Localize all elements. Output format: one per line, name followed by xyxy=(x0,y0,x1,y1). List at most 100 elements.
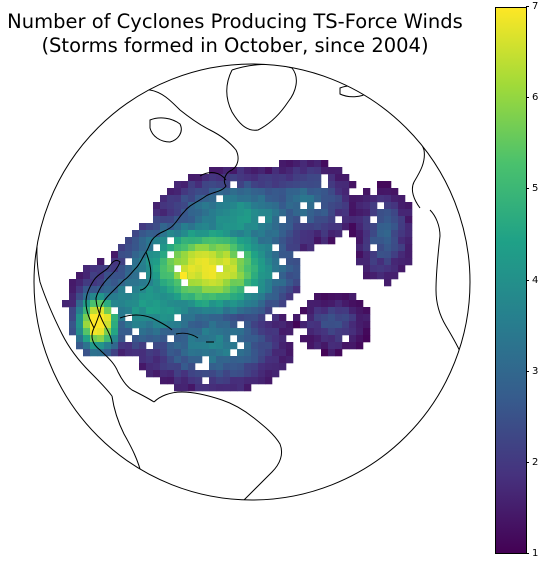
grid-cell xyxy=(104,335,112,343)
grid-cell xyxy=(265,237,273,245)
grid-cell xyxy=(69,328,77,336)
grid-cell xyxy=(160,314,168,322)
grid-cell xyxy=(321,167,329,175)
grid-cell xyxy=(258,230,266,238)
grid-cell xyxy=(167,244,175,252)
grid-cell xyxy=(328,314,336,322)
grid-cell xyxy=(237,209,245,217)
grid-cell xyxy=(244,223,252,231)
grid-cell xyxy=(286,174,294,182)
grid-cell xyxy=(251,356,259,364)
grid-cell xyxy=(307,335,315,343)
grid-cell xyxy=(209,258,217,266)
grid-cell xyxy=(160,209,168,217)
grid-cell xyxy=(132,272,140,280)
grid-cell xyxy=(370,258,378,266)
grid-cell xyxy=(265,216,273,224)
grid-cell xyxy=(223,279,231,287)
grid-cell xyxy=(314,195,322,203)
grid-cell xyxy=(377,223,385,231)
grid-cell xyxy=(258,223,266,231)
grid-cell xyxy=(237,272,245,280)
grid-cell xyxy=(118,300,126,308)
grid-cell xyxy=(153,314,161,322)
grid-cell xyxy=(356,335,364,343)
grid-cell xyxy=(202,209,210,217)
grid-cell xyxy=(230,300,238,308)
grid-cell xyxy=(391,265,399,273)
grid-cell xyxy=(209,321,217,329)
grid-cell xyxy=(335,321,343,329)
grid-cell xyxy=(286,230,294,238)
grid-cell xyxy=(230,370,238,378)
grid-cell xyxy=(174,223,182,231)
grid-cell xyxy=(279,356,287,364)
coastline-africa xyxy=(435,235,463,357)
grid-cell xyxy=(244,167,252,175)
grid-cell xyxy=(342,181,350,189)
grid-cell xyxy=(237,174,245,182)
grid-cell xyxy=(180,272,187,279)
grid-cell xyxy=(251,167,259,175)
grid-cell xyxy=(258,237,266,245)
grid-cell xyxy=(391,195,399,203)
grid-cell xyxy=(118,321,126,329)
grid-cell xyxy=(279,321,287,329)
grid-cell xyxy=(146,230,154,238)
grid-cell xyxy=(244,258,252,266)
grid-cell xyxy=(188,321,196,329)
grid-cell xyxy=(391,188,399,196)
grid-cell xyxy=(307,181,315,189)
grid-cell xyxy=(342,195,350,203)
grid-cell xyxy=(265,335,273,343)
grid-cell xyxy=(146,349,154,357)
grid-cell xyxy=(160,272,168,280)
grid-cell xyxy=(125,307,133,315)
grid-cell xyxy=(139,279,147,287)
grid-cell xyxy=(279,244,287,252)
grid-cell xyxy=(181,209,189,217)
grid-cell xyxy=(237,370,245,378)
grid-cell xyxy=(216,216,224,224)
grid-cell xyxy=(90,321,98,329)
grid-cell xyxy=(342,209,350,217)
grid-cell xyxy=(216,258,224,266)
grid-cell xyxy=(209,272,217,280)
grid-cell xyxy=(216,209,224,217)
grid-cell xyxy=(321,335,329,343)
grid-cell xyxy=(174,286,182,294)
grid-cell xyxy=(321,223,329,231)
grid-cell xyxy=(251,174,259,182)
grid-cell xyxy=(167,265,175,273)
grid-cell xyxy=(258,363,266,371)
grid-cell xyxy=(335,174,343,182)
grid-cell xyxy=(237,265,245,273)
grid-cell xyxy=(335,209,343,217)
grid-cell xyxy=(167,293,175,301)
grid-cell xyxy=(314,335,322,343)
grid-cell xyxy=(405,230,413,238)
grid-cell xyxy=(223,321,231,329)
grid-cell xyxy=(363,202,371,210)
grid-cell xyxy=(244,384,252,392)
grid-cell xyxy=(202,321,210,329)
grid-cell xyxy=(307,160,315,168)
grid-cell xyxy=(244,363,252,371)
grid-cell xyxy=(223,209,231,217)
grid-cell xyxy=(272,314,280,322)
grid-cell xyxy=(370,251,378,259)
grid-cell xyxy=(363,216,371,224)
grid-cell xyxy=(216,363,224,371)
grid-cell xyxy=(223,286,231,294)
grid-cell xyxy=(328,202,336,210)
grid-cell xyxy=(97,321,105,329)
grid-cell xyxy=(125,328,133,336)
grid-cell xyxy=(69,321,77,329)
grid-cell xyxy=(244,265,252,273)
grid-cell xyxy=(237,216,245,224)
grid-cell xyxy=(181,258,189,266)
grid-cell xyxy=(97,279,105,287)
grid-cell xyxy=(356,251,364,259)
grid-cell xyxy=(209,342,217,350)
grid-cell xyxy=(195,342,203,350)
